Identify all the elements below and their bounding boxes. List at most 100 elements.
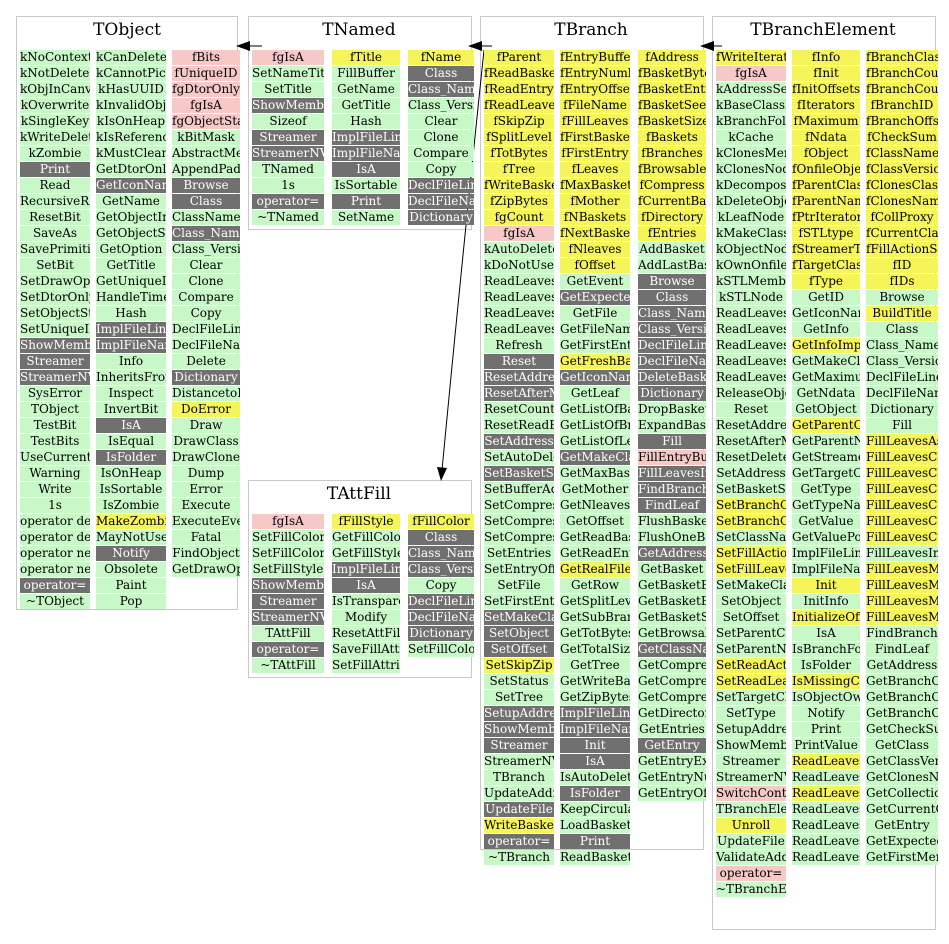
member-cell: DrawClass: [172, 434, 240, 449]
member-cell: SetEntryOffsetLen: [484, 562, 554, 577]
member-cell: kIsOnHeap: [96, 114, 166, 129]
member-cell: GetEntry: [866, 818, 938, 833]
member-cell: GetFileName: [560, 322, 630, 337]
member-cell: fClassVersion: [866, 162, 938, 177]
member-cell: fNleaves: [560, 242, 630, 257]
member-cell: SetFillColor: [252, 530, 324, 545]
member-cell: GetTitle: [96, 258, 166, 273]
member-cell: GetBasketEntry: [638, 594, 706, 609]
member-cell: UpdateAddress: [484, 786, 554, 801]
member-cell: Print: [20, 162, 90, 177]
member-cell: kSingleKey: [20, 114, 90, 129]
member-cell: Browse: [172, 178, 240, 193]
member-cell: IsEqual: [96, 434, 166, 449]
member-cell: SetAddress: [716, 466, 786, 481]
member-cell: GetListOfBaskets: [560, 402, 630, 417]
member-cell: SetFile: [484, 578, 554, 593]
member-cell: Delete: [172, 354, 240, 369]
member-cell: Unroll: [716, 818, 786, 833]
member-cell: kBitMask: [172, 130, 240, 145]
member-cell: fBranchClass: [866, 50, 938, 65]
member-cell: FlushOneBasket: [638, 530, 706, 545]
member-cell: ~TBranch: [484, 850, 554, 865]
member-cell: GetTotalSize: [560, 642, 630, 657]
member-cell: GetInfo: [792, 322, 860, 337]
member-cell: fBranchOffset: [866, 114, 938, 129]
member-cell: StreamerNVirtual: [716, 770, 786, 785]
member-cell: kBranchFolder: [716, 114, 786, 129]
member-cell: ReadLeavesCollectionSplitPtrMember: [792, 818, 860, 833]
member-cell: fIterators: [792, 98, 860, 113]
member-cell: fNextBasketEntry: [560, 226, 630, 241]
member-cell: fFillActionSequence: [866, 242, 938, 257]
member-cell: SetFillColorAlpha: [252, 546, 324, 561]
member-cell: MayNotUse: [96, 530, 166, 545]
member-cell: SetDrawOption: [20, 274, 90, 289]
member-cell: StreamerNVirtual: [20, 370, 90, 385]
member-cell: kClonesNode: [716, 162, 786, 177]
member-cell: fgObjectStat: [172, 114, 240, 129]
member-cell: SetStatus: [484, 674, 554, 689]
member-cell: GetValuePointer: [792, 530, 860, 545]
member-cell: ExpandBasketArrays: [638, 418, 706, 433]
member-cell: ReadLeavesCollectionSplitVectorPtrMember: [792, 834, 860, 849]
member-cell: GetClass: [866, 738, 938, 753]
member-cell: kOwnOnfileObj: [716, 258, 786, 273]
member-cell: fFillColor: [408, 514, 474, 529]
member-cell: GetSubBranch: [560, 610, 630, 625]
member-cell: fUniqueID: [172, 66, 240, 81]
member-cell: kDeleteObject: [716, 194, 786, 209]
member-cell: GetValue: [792, 514, 860, 529]
member-cell: ReadLeavesImpl: [716, 306, 786, 321]
member-cell: fBasketSize: [638, 114, 706, 129]
member-cell: TestBits: [20, 434, 90, 449]
member-cell: SetAddress: [484, 434, 554, 449]
member-cell: Class_Version: [408, 562, 474, 577]
member-cell: SetupAddresses: [484, 706, 554, 721]
member-cell: fClassName: [866, 146, 938, 161]
member-cell: TestBit: [20, 418, 90, 433]
member-cell: SysError: [20, 386, 90, 401]
member-column-tobject-0: kNoContextMenukNotDeletedkObjInCanvaskOv…: [20, 50, 90, 610]
member-cell: operator=: [716, 866, 786, 881]
member-column-tnamed-2: fNameClassClass_NameClass_VersionClearCl…: [408, 50, 474, 226]
member-cell: Dictionary: [638, 386, 706, 401]
member-cell: fSplitLevel: [484, 130, 554, 145]
member-cell: GetDirectory: [638, 706, 706, 721]
member-cell: ResetDeleteObject: [716, 450, 786, 465]
member-cell: fCollProxy: [866, 210, 938, 225]
member-cell: kClonesMemberNode: [716, 146, 786, 161]
member-cell: GetCollectionProxy: [866, 786, 938, 801]
member-cell: Clone: [408, 130, 474, 145]
member-cell: GetExpectedType: [866, 834, 938, 849]
member-cell: kDoNotUseBufferMap: [484, 258, 554, 273]
member-cell: fClonesClass: [866, 178, 938, 193]
member-cell: Streamer: [252, 594, 324, 609]
member-cell: FillLeavesCollection: [866, 482, 938, 497]
member-cell: fParentName: [792, 194, 860, 209]
member-cell: GetIconName: [792, 306, 860, 321]
member-cell: fReadEntry: [484, 82, 554, 97]
member-cell: fBranchID: [866, 98, 938, 113]
member-cell: Init: [792, 578, 860, 593]
member-cell: GetOption: [96, 242, 166, 257]
member-cell: kCache: [716, 130, 786, 145]
member-cell: IsAutoDelete: [560, 770, 630, 785]
member-cell: GetParentName: [792, 434, 860, 449]
member-cell: TNamed: [252, 162, 324, 177]
member-cell: Info: [96, 354, 166, 369]
member-cell: fInfo: [792, 50, 860, 65]
member-cell: Print: [560, 834, 630, 849]
member-cell: fNdata: [792, 130, 860, 145]
member-cell: SetBranchCount2: [716, 514, 786, 529]
member-cell: kZombie: [20, 146, 90, 161]
member-cell: fTargetClass: [792, 258, 860, 273]
member-cell: Class: [408, 66, 474, 81]
member-cell: IsFolder: [96, 450, 166, 465]
member-cell: GetEntries: [638, 722, 706, 737]
member-cell: SetObject: [484, 626, 554, 641]
member-cell: fReadLeaves: [484, 98, 554, 113]
member-cell: DistancetoPrimitive: [172, 386, 240, 401]
member-cell: GetTree: [560, 658, 630, 673]
member-cell: ReadBasket: [560, 850, 630, 865]
